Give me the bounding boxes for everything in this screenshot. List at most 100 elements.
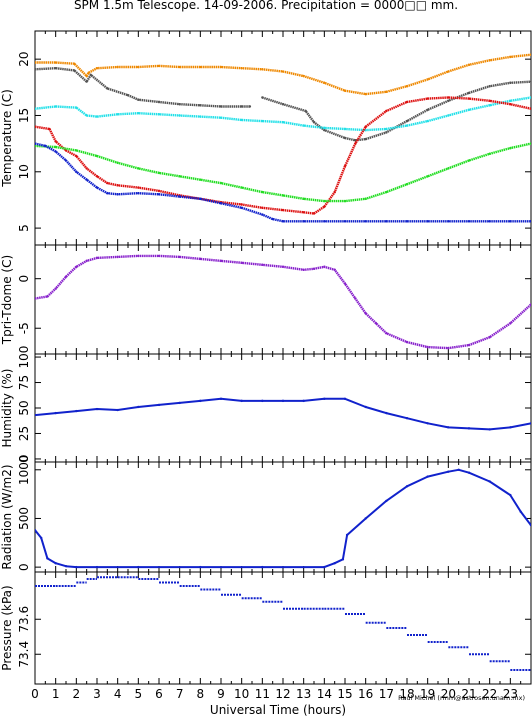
data-point (46, 557, 49, 560)
data-point (95, 66, 99, 70)
data-point (323, 565, 326, 569)
x-tick-label: 7 (176, 687, 184, 701)
x-tick-label: 4 (114, 687, 122, 701)
series-group (35, 576, 531, 671)
data-point (281, 399, 285, 403)
data-point (106, 87, 109, 90)
data-point (75, 170, 78, 173)
data-point (529, 96, 531, 99)
data-point (529, 53, 531, 56)
y-tick-label: 100 (17, 346, 31, 369)
data-point (35, 61, 37, 64)
data-point (302, 74, 305, 78)
data-point (488, 104, 491, 107)
data-point (447, 114, 450, 117)
data-point (137, 565, 140, 569)
x-tick-label: 3 (93, 687, 101, 701)
data-point (519, 510, 522, 513)
data-point (64, 564, 68, 568)
data-point (529, 142, 531, 145)
data-point (64, 275, 68, 278)
data-point (199, 565, 202, 569)
x-tick-label: 19 (420, 687, 435, 701)
data-point (240, 399, 243, 403)
x-tick-label: 15 (337, 687, 352, 701)
data-point (95, 115, 99, 118)
y-axis-label: Pressure (kPa) (0, 585, 14, 670)
data-point (73, 69, 76, 72)
data-point (281, 220, 285, 223)
data-point (323, 397, 326, 401)
data-point (323, 81, 326, 85)
data-point (509, 55, 512, 59)
x-tick-label: 21 (461, 687, 476, 701)
data-point (178, 175, 181, 178)
data-point (457, 468, 460, 471)
data-point (302, 220, 305, 223)
data-point (488, 428, 491, 431)
panel-frame (34, 244, 532, 355)
data-point (333, 190, 336, 194)
chart-title: SPM 1.5m Telescope. 14-09-2006. Precipit… (74, 0, 458, 12)
data-point (405, 124, 409, 127)
data-point (302, 268, 305, 271)
data-point (35, 297, 37, 300)
data-point (312, 121, 316, 124)
data-point (240, 203, 243, 206)
data-point (95, 565, 99, 569)
data-point (240, 66, 243, 70)
data-point (116, 255, 119, 259)
y-tick-label: 20 (17, 52, 31, 67)
series-line-blue (35, 397, 531, 431)
data-point (54, 411, 57, 415)
data-point (323, 220, 326, 223)
data-point (219, 116, 223, 119)
data-point (116, 65, 119, 69)
data-point (488, 335, 491, 339)
series-line-blue (35, 468, 531, 569)
data-point (529, 80, 531, 83)
data-point (529, 220, 531, 223)
data-point (467, 91, 471, 95)
data-point (467, 220, 471, 223)
data-point (323, 265, 326, 268)
data-point (219, 259, 223, 263)
series-line-gray (35, 66, 250, 108)
data-point (302, 197, 305, 201)
data-point (157, 100, 161, 104)
x-tick-label: 5 (135, 687, 143, 701)
series-line-gray (261, 80, 531, 142)
data-point (35, 142, 37, 145)
data-point (48, 127, 51, 131)
data-point (137, 98, 140, 101)
data-point (426, 345, 429, 349)
data-point (178, 255, 181, 259)
data-point (261, 190, 264, 194)
data-point (137, 112, 140, 115)
data-point (333, 562, 336, 565)
panel-frame (34, 30, 532, 246)
data-point (529, 303, 531, 306)
y-tick-label: 0 (17, 275, 31, 283)
y-tick-label: 0 (17, 563, 31, 571)
data-point (341, 558, 345, 561)
data-point (35, 144, 37, 148)
data-point (137, 65, 140, 69)
x-tick-label: 6 (155, 687, 163, 701)
data-point (509, 426, 512, 429)
data-point (219, 202, 223, 205)
credit-text: Raul Michel (rmm@astrosen.unam.mx) (398, 694, 525, 702)
data-point (426, 475, 429, 478)
data-point (364, 197, 367, 201)
data-point (488, 99, 491, 103)
data-point (261, 399, 264, 403)
data-point (281, 265, 285, 268)
x-tick-label: 10 (234, 687, 249, 701)
x-tick-label: 23 (503, 687, 518, 701)
data-point (137, 191, 140, 195)
data-point (75, 565, 78, 569)
data-point (447, 96, 450, 99)
y-axis-label: Radiation (W/m2) (0, 464, 14, 569)
